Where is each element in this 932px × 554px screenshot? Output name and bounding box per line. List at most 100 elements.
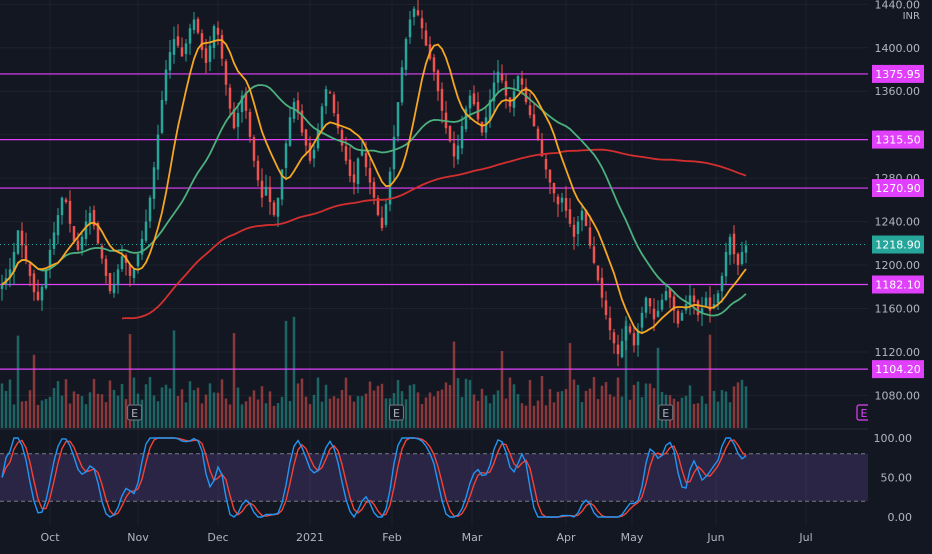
volume-bar xyxy=(624,320,628,428)
candle xyxy=(448,126,452,142)
candle xyxy=(376,198,380,216)
volume-bar xyxy=(444,382,448,428)
volume-bar xyxy=(424,397,428,428)
price-tick-label: 1400.00 xyxy=(875,42,921,55)
volume-bar xyxy=(448,384,452,428)
volume-bar xyxy=(608,394,612,428)
volume-bar xyxy=(592,376,596,428)
volume-bar xyxy=(544,405,548,428)
volume-bar xyxy=(708,334,712,428)
candle xyxy=(708,297,712,311)
volume-bar xyxy=(252,390,256,428)
candle xyxy=(728,236,732,255)
candle xyxy=(364,153,368,168)
volume-bar xyxy=(112,389,116,428)
candle xyxy=(564,198,568,211)
candle xyxy=(468,95,472,109)
volume-bar xyxy=(376,385,380,428)
candle xyxy=(256,160,260,181)
volume-bar xyxy=(496,390,500,428)
candle xyxy=(608,317,612,331)
volume-bar xyxy=(500,350,504,428)
candle xyxy=(360,149,364,156)
candle xyxy=(224,61,228,85)
candle xyxy=(208,45,212,63)
volume-bar xyxy=(588,388,592,428)
volume-bar xyxy=(196,387,200,428)
candle xyxy=(300,110,304,133)
candle xyxy=(100,245,104,259)
volume-bar xyxy=(208,383,212,428)
level-price-label: 1270.90 xyxy=(875,182,921,195)
volume-bar xyxy=(216,392,220,428)
volume-bar xyxy=(80,396,84,428)
volume-bar xyxy=(528,379,532,428)
volume-bar xyxy=(4,390,8,428)
volume-bar xyxy=(700,396,704,428)
time-tick-label: 2021 xyxy=(296,531,324,544)
candle xyxy=(240,95,244,113)
volume-bar xyxy=(324,384,328,428)
earnings-label: E xyxy=(393,407,400,420)
candle xyxy=(32,273,36,293)
candle xyxy=(204,48,208,64)
volume-bar xyxy=(288,400,292,428)
candle xyxy=(632,333,636,346)
time-tick-label: Mar xyxy=(462,531,483,544)
volume-bar xyxy=(540,376,544,428)
volume-bar xyxy=(360,396,364,428)
volume-bar xyxy=(28,390,32,428)
price-tick-label: 1360.00 xyxy=(875,85,921,98)
volume-bar xyxy=(124,399,128,428)
candle xyxy=(264,186,268,196)
volume-bar xyxy=(232,333,236,428)
price-tick-label: 1200.00 xyxy=(875,259,921,272)
volume-bar xyxy=(616,377,620,428)
volume-bar xyxy=(236,387,240,428)
volume-bar xyxy=(452,341,456,428)
candle xyxy=(388,171,392,205)
volume-bar xyxy=(308,404,312,428)
candle xyxy=(636,330,640,346)
volume-bar xyxy=(384,398,388,428)
candle xyxy=(720,275,724,292)
candles[interactable] xyxy=(0,0,748,367)
candle xyxy=(704,297,708,306)
candle xyxy=(648,298,652,307)
candle xyxy=(368,168,372,183)
candle xyxy=(52,232,56,249)
volume-bar xyxy=(512,384,516,428)
time-axis: Oct Nov Dec 2021 Feb Mar Apr May Jun Jul xyxy=(40,531,812,544)
volume-bar xyxy=(276,403,280,428)
candle xyxy=(616,344,620,355)
volume-bar xyxy=(620,396,624,428)
candle xyxy=(664,291,668,300)
volume-bar xyxy=(260,386,264,428)
volume-bar xyxy=(560,391,564,428)
volume-bar xyxy=(580,402,584,428)
volume-bar xyxy=(536,400,540,428)
volume-bar xyxy=(340,390,344,428)
volume-bar xyxy=(348,395,352,428)
volume-bar xyxy=(508,377,512,428)
candle xyxy=(164,69,168,101)
candle xyxy=(456,145,460,160)
earnings-badge xyxy=(658,404,674,421)
volume-bar xyxy=(192,390,196,428)
volume-bar xyxy=(440,389,444,428)
candle xyxy=(672,296,676,311)
candle xyxy=(232,109,236,129)
volume-bar xyxy=(20,401,24,428)
volume-bar xyxy=(628,399,632,428)
volume-bar xyxy=(344,377,348,428)
candle xyxy=(584,209,588,226)
candle xyxy=(156,134,160,170)
volume-bar xyxy=(180,389,184,428)
volume-bar xyxy=(732,386,736,428)
volume-bar xyxy=(332,396,336,428)
currency-label: INR xyxy=(903,11,920,22)
level-price-tag xyxy=(872,275,924,294)
volume-bar xyxy=(264,403,268,428)
